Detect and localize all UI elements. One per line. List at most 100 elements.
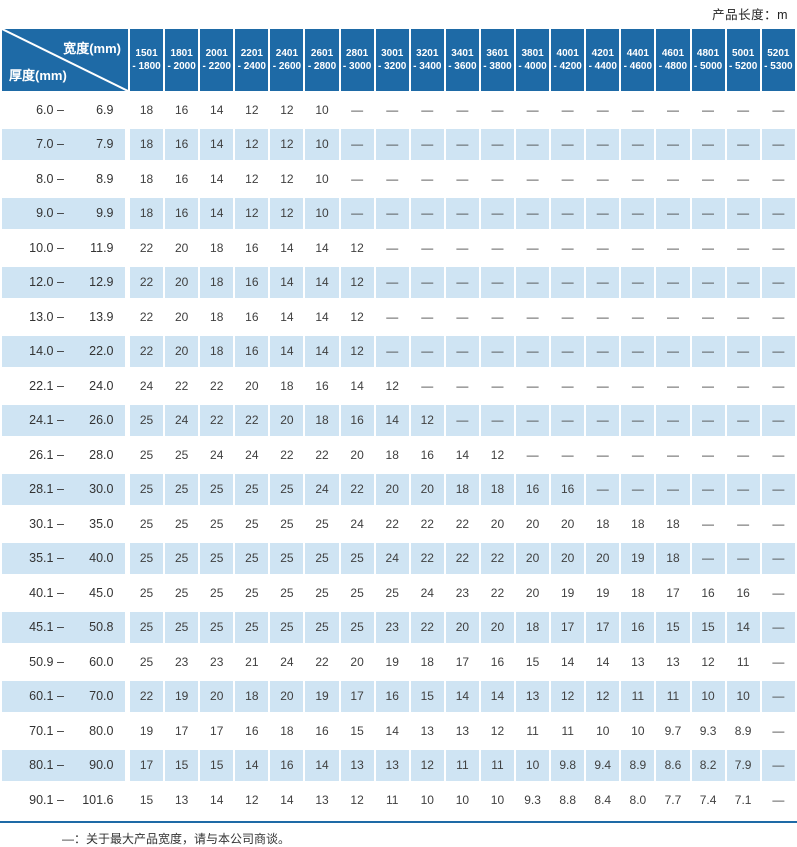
- length-value-cell: 25: [385, 585, 399, 600]
- length-value-cell: 11: [480, 749, 515, 781]
- length-value-cell: —: [480, 404, 515, 436]
- length-value-cell: 18: [420, 654, 434, 669]
- length-value-cell: 10: [305, 197, 339, 229]
- length-value-cell: —: [737, 240, 750, 255]
- length-value-cell: 16: [174, 102, 189, 117]
- width-range-from: 2401: [275, 48, 299, 59]
- length-value-cell: —: [445, 335, 479, 367]
- table-row: 28.1–30.0 25 25 25 25 25 24 22 20 20 18 18 16 16— — — — —…: [2, 473, 795, 505]
- length-value-cell: 20: [165, 335, 199, 367]
- length-value-cell: —: [586, 266, 620, 298]
- length-value-cell: —: [561, 309, 574, 324]
- length-value-cell: 12: [490, 723, 505, 738]
- length-value-cell: —: [772, 792, 785, 807]
- range-dash: –: [57, 378, 64, 393]
- length-value-cell: —: [656, 404, 690, 436]
- thickness-to: 6.9: [96, 102, 114, 117]
- length-value-cell: 25: [130, 611, 164, 643]
- length-value-cell: —: [761, 749, 795, 781]
- length-value-cell: 18: [130, 128, 164, 160]
- length-value-cell: 25: [130, 473, 164, 505]
- length-value-cell: 10: [726, 680, 760, 712]
- length-value-cell: 22: [210, 378, 224, 393]
- length-value-cell: 15: [165, 749, 199, 781]
- length-value-cell: 15: [656, 611, 690, 643]
- width-range-header: 4401 - 4600: [621, 29, 655, 91]
- thickness-range-label: 30.1– 35.0: [2, 508, 128, 540]
- table-row: 13.0– 13.9 22 20 18 16 14 14 12 — — — — — — — — — — — —: [2, 301, 795, 333]
- length-value-cell: —: [516, 197, 550, 229]
- thickness-from: 50.9: [29, 654, 54, 669]
- length-value-cell: —: [586, 473, 620, 505]
- length-value-cell: 22: [139, 240, 154, 255]
- length-value-cell: 17: [130, 749, 164, 781]
- length-value-cell: 18: [280, 723, 294, 738]
- width-range-header: 2401 - 2600: [270, 29, 304, 91]
- width-range-from: 3001: [381, 48, 404, 59]
- length-value-cell: —: [772, 723, 785, 738]
- table-row: 22.1– 24.0 24 22 22 20 18 16 14 12 — — — — — — — — — — —: [2, 370, 795, 402]
- width-range-from: 5001: [732, 48, 755, 59]
- thickness-to: 60.0: [89, 654, 114, 669]
- length-value-cell: 25: [210, 585, 224, 600]
- length-value-cell: 8.9: [621, 749, 655, 781]
- length-value-cell: 25: [210, 516, 224, 531]
- length-value-cell: —: [421, 378, 434, 393]
- length-value-cell: —: [631, 309, 644, 324]
- thickness-range-label: 22.1– 24.0: [2, 370, 128, 402]
- length-value-cell: —: [772, 240, 785, 255]
- length-value-cell: 16: [621, 611, 655, 643]
- length-value-cell: 22: [174, 378, 189, 393]
- thickness-to: 50.8: [89, 620, 114, 635]
- table-row: 6.0– 6.9 18 16 14 12 12 10 — — — — — — — — — — — — —: [2, 94, 795, 126]
- length-value-cell: 9.3: [524, 792, 541, 807]
- length-value-cell: 25: [174, 585, 189, 600]
- length-value-cell: 11: [656, 680, 690, 712]
- length-value-cell: —: [772, 309, 785, 324]
- length-value-cell: —: [456, 171, 469, 186]
- thickness-range-label: 40.1– 45.0: [2, 577, 128, 609]
- length-value-cell: 20: [174, 309, 189, 324]
- length-value-cell: —: [726, 542, 760, 574]
- length-value-cell: —: [737, 447, 750, 462]
- length-value-cell: 18: [445, 473, 479, 505]
- length-value-cell: 16: [270, 749, 304, 781]
- length-value-cell: 15: [525, 654, 540, 669]
- length-value-cell: 20: [270, 404, 304, 436]
- length-value-cell: —: [691, 473, 725, 505]
- length-value-cell: 10: [315, 171, 329, 186]
- length-value-cell: —: [726, 335, 760, 367]
- length-value-cell: —: [761, 266, 795, 298]
- length-value-cell: 12: [245, 102, 259, 117]
- length-value-cell: —: [445, 266, 479, 298]
- length-value-cell: —: [772, 585, 785, 600]
- thickness-from: 28.1: [29, 482, 54, 497]
- thickness-to: 24.0: [89, 378, 114, 393]
- thickness-to: 9.9: [96, 206, 114, 221]
- thickness-to: 80.0: [89, 723, 114, 738]
- length-value-cell: —: [480, 266, 515, 298]
- length-value-cell: —: [445, 197, 479, 229]
- length-value-cell: 23: [210, 654, 224, 669]
- thickness-to: 22.0: [89, 344, 114, 359]
- thickness-range-label: 90.1– 101.6: [2, 784, 128, 816]
- width-range-from: 4601: [661, 48, 685, 59]
- width-range-to: - 5300: [764, 61, 793, 72]
- length-value-cell: —: [586, 128, 620, 160]
- thickness-from: 60.1: [29, 689, 54, 704]
- length-value-cell: —: [772, 516, 785, 531]
- length-value-cell: —: [351, 102, 364, 117]
- length-value-cell: 25: [315, 516, 329, 531]
- length-value-cell: 25: [165, 611, 199, 643]
- thickness-range-label: 14.0– 22.0: [2, 335, 128, 367]
- length-value-cell: —: [386, 240, 399, 255]
- table-row: 7.0–7.9 18 16 14 12 12 10— — — — — — — — — — — — —: [2, 128, 795, 160]
- thickness-from: 70.1: [29, 723, 54, 738]
- length-value-cell: 10: [420, 792, 434, 807]
- thickness-to: 8.9: [96, 171, 114, 186]
- length-value-cell: 16: [375, 680, 409, 712]
- thickness-range-label: 9.0– 9.9: [2, 197, 128, 229]
- width-range-header: 3201 - 3400: [410, 29, 444, 91]
- length-value-cell: 7.7: [664, 792, 682, 807]
- length-value-cell: —: [631, 240, 644, 255]
